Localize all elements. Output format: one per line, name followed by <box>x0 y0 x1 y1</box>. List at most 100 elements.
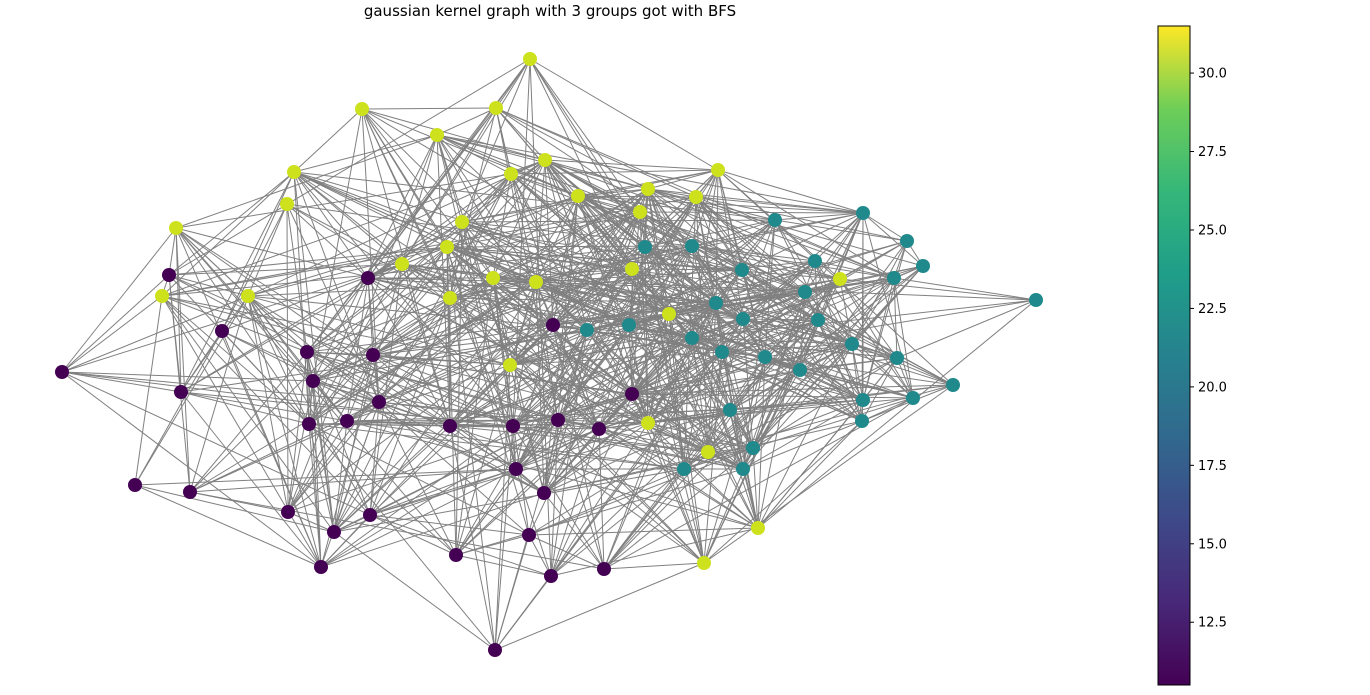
node-50 <box>890 351 904 365</box>
edge-208 <box>695 196 895 279</box>
edge-653 <box>741 269 806 293</box>
edge-994 <box>134 484 322 568</box>
edge-993 <box>134 484 335 533</box>
edge-812 <box>862 357 898 401</box>
edge-568 <box>603 562 705 570</box>
node-26 <box>641 416 655 430</box>
edge-591 <box>683 219 776 470</box>
edge-492 <box>509 364 559 421</box>
node-1 <box>355 102 369 116</box>
node-9 <box>571 189 585 203</box>
edge-724 <box>817 319 864 401</box>
edge-549 <box>757 420 863 529</box>
node-85 <box>449 548 463 562</box>
node-42 <box>736 312 750 326</box>
edge-699 <box>367 277 717 304</box>
edge-628 <box>378 245 693 403</box>
edge-238 <box>639 211 864 214</box>
edge-935 <box>287 393 633 513</box>
edge-883 <box>134 330 223 486</box>
edge-893 <box>306 351 374 356</box>
edge-432 <box>247 295 310 425</box>
edge-679 <box>804 291 914 399</box>
edge-576 <box>804 212 864 293</box>
edge-102 <box>221 171 295 332</box>
edge-376 <box>535 281 806 293</box>
edge-921 <box>312 380 348 422</box>
edge-584 <box>742 212 864 470</box>
edge-823 <box>598 369 801 430</box>
node-61 <box>361 271 375 285</box>
node-35 <box>808 254 822 268</box>
edge-4 <box>401 58 531 265</box>
edge-44 <box>436 134 512 175</box>
edge-436 <box>247 295 289 513</box>
edge-408 <box>839 278 914 399</box>
edge-965 <box>543 419 559 494</box>
node-31 <box>768 213 782 227</box>
edge-849 <box>631 393 754 449</box>
edge-885 <box>221 330 322 568</box>
edge-1006 <box>528 534 552 577</box>
node-4 <box>538 153 552 167</box>
edge-828 <box>861 397 914 422</box>
edge-778 <box>851 343 914 399</box>
edge-843 <box>528 409 731 536</box>
edge-928 <box>180 391 310 425</box>
edge-749 <box>312 329 588 382</box>
edge-630 <box>512 245 693 427</box>
edge-278 <box>461 221 554 326</box>
edge-722 <box>799 319 819 371</box>
edge-862 <box>367 277 744 470</box>
edge-14 <box>293 108 363 173</box>
node-5 <box>287 165 301 179</box>
edge-671 <box>552 277 895 326</box>
edge-601 <box>851 240 908 345</box>
edge-952 <box>189 420 348 493</box>
edge-656 <box>741 269 954 386</box>
edge-774 <box>764 343 853 358</box>
node-49 <box>758 350 772 364</box>
edge-978 <box>320 425 514 568</box>
node-52 <box>946 378 960 392</box>
node-69 <box>625 387 639 401</box>
edge-108 <box>510 169 719 175</box>
edge-981 <box>515 428 600 470</box>
edge-253 <box>175 227 451 299</box>
edge-585 <box>774 219 908 242</box>
edge-845 <box>742 420 863 470</box>
node-40 <box>1029 293 1043 307</box>
edge-927 <box>180 391 348 422</box>
node-68 <box>174 385 188 399</box>
node-84 <box>522 528 536 542</box>
edge-987 <box>189 468 517 493</box>
edge-393 <box>535 281 545 494</box>
edge-260 <box>175 227 310 425</box>
edge-100 <box>168 171 295 276</box>
edge-362 <box>308 277 494 425</box>
edge-211 <box>695 196 744 320</box>
edge-641 <box>631 260 816 395</box>
edge-22 <box>312 108 363 382</box>
edge-767 <box>367 277 693 339</box>
edge-926 <box>312 380 322 568</box>
node-76 <box>592 422 606 436</box>
edge-572 <box>691 212 864 247</box>
edge-974 <box>449 425 545 494</box>
edge-316 <box>401 263 717 304</box>
edge-593 <box>372 219 776 356</box>
edge-419 <box>134 295 163 486</box>
graph-edges <box>61 58 1037 651</box>
edge-320 <box>168 263 403 276</box>
edge-373 <box>535 246 646 283</box>
node-48 <box>715 345 729 359</box>
node-25 <box>503 358 517 372</box>
edge-983 <box>369 428 600 516</box>
edge-1009 <box>455 554 552 577</box>
edge-293 <box>446 246 743 271</box>
edge-209 <box>695 196 806 293</box>
edge-844 <box>603 409 731 570</box>
edge-50 <box>401 134 438 265</box>
node-7 <box>711 163 725 177</box>
edge-959 <box>308 423 530 536</box>
